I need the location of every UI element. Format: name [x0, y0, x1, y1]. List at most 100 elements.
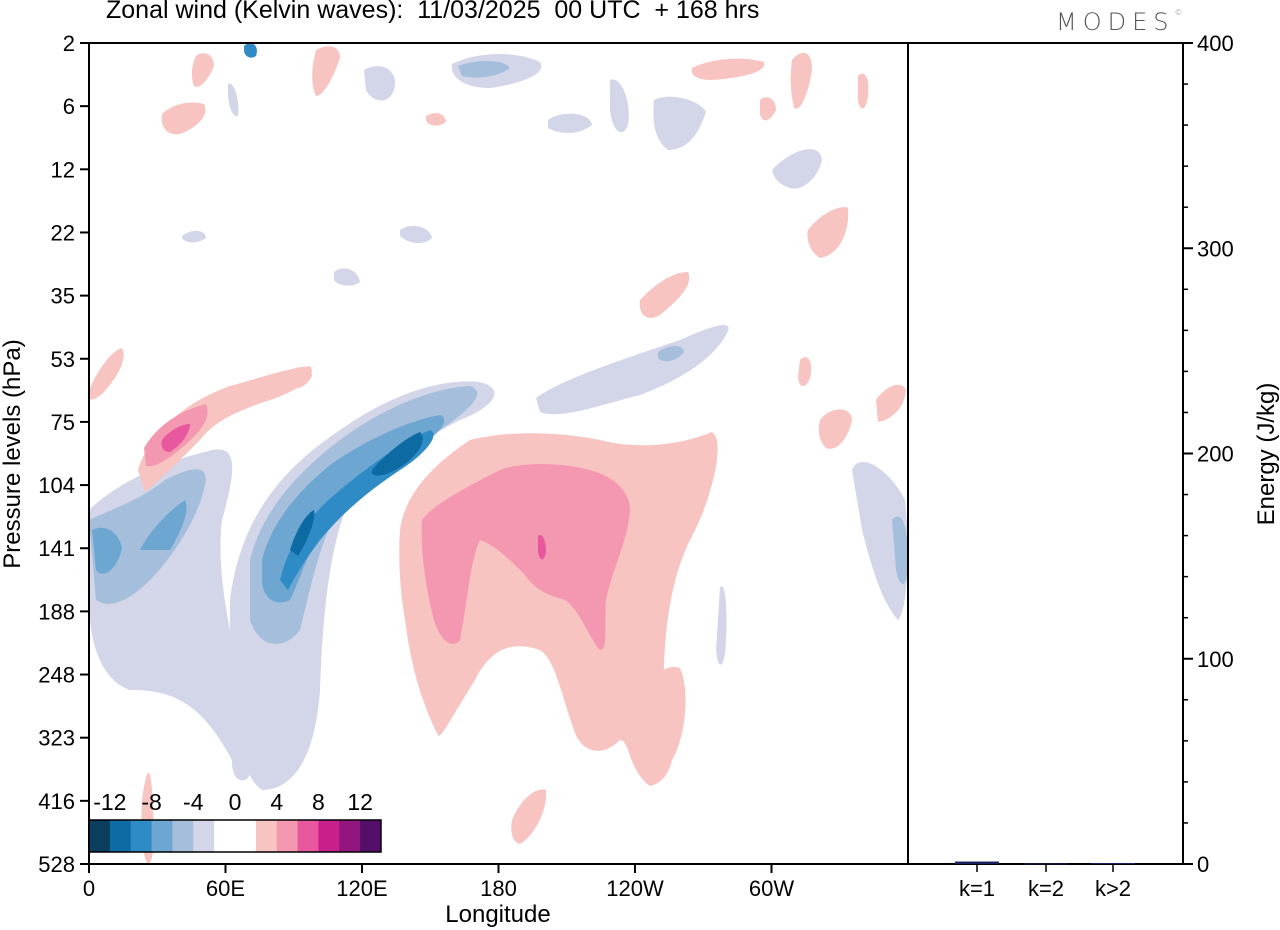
y-tick-label-12: 12 [51, 157, 75, 182]
y-tick-label-75: 75 [51, 410, 75, 435]
contour-region-25 [290, 510, 315, 556]
contour-region-47 [640, 666, 686, 767]
contour-region-13 [400, 225, 432, 244]
colorbar-swatch-5 [193, 820, 215, 852]
colorbar-swatch-10 [297, 820, 319, 852]
chart-title: Zonal wind (Kelvin waves): 11/03/2025 00… [106, 0, 760, 24]
contour-region-11 [228, 83, 239, 117]
y-tick-label-6: 6 [63, 94, 75, 119]
contour-region-12 [334, 268, 360, 286]
contour-region-34 [511, 789, 547, 844]
colorbar-label--12: -12 [93, 789, 126, 815]
y-tick-label-35: 35 [51, 284, 75, 309]
energy-tick-label-200: 200 [1197, 442, 1234, 467]
contour-region-40 [790, 52, 812, 109]
contour-region-22 [140, 500, 187, 550]
y-tick-label-104: 104 [38, 473, 75, 498]
colorbar-label-4: 4 [270, 789, 283, 815]
y-tick-label-323: 323 [38, 726, 75, 751]
contour-region-4 [716, 586, 727, 665]
contour-region-37 [312, 46, 340, 96]
contour-region-28 [138, 366, 312, 492]
y-axis-title: Pressure levels (hPa) [0, 339, 26, 568]
brand-logo: MODES© [1056, 8, 1183, 36]
colorbar-swatch-11 [318, 820, 340, 852]
contour-region-44 [288, 367, 312, 389]
energy-category-label-k=1: k=1 [959, 876, 995, 901]
energy-axis-title: Energy (J/kg) [1253, 383, 1280, 526]
colorbar-swatch-4 [172, 820, 194, 852]
y-tick-label-141: 141 [38, 536, 75, 561]
energy-bar-k=2 [1024, 863, 1068, 865]
energy-category-label-k>2: k>2 [1095, 876, 1131, 901]
contour-region-46 [620, 611, 634, 653]
colorbar-label--8: -8 [141, 789, 161, 815]
colorbar-swatch-13 [360, 820, 382, 852]
contour-region-41 [858, 73, 869, 109]
colorbar-frame [88, 819, 382, 853]
contour-region-32 [818, 409, 852, 449]
contour-region-6 [364, 66, 396, 101]
x-tick-label-120E: 120E [336, 876, 387, 901]
y-tick-label-53: 53 [51, 347, 75, 372]
contour-region-30 [639, 272, 690, 318]
contour-region-39 [161, 102, 206, 135]
wind-contour-field [89, 43, 908, 864]
contour-region-10 [548, 113, 592, 133]
contour-region-8 [653, 96, 706, 150]
colorbar-swatch-3 [151, 820, 173, 852]
energy-tick-label-0: 0 [1197, 852, 1209, 877]
energy-tick-label-300: 300 [1197, 236, 1234, 261]
colorbar-swatch-0 [89, 820, 111, 852]
colorbar-swatch-8 [255, 820, 278, 852]
energy-category-label-k=2: k=2 [1028, 876, 1064, 901]
y-tick-label-188: 188 [38, 599, 75, 624]
contour-region-24 [372, 432, 423, 476]
x-tick-label-60E: 60E [206, 876, 245, 901]
colorbar-swatch-6 [214, 820, 236, 852]
contour-region-18 [658, 346, 684, 362]
contour-region-42 [426, 113, 446, 126]
contour-region-20 [92, 527, 122, 574]
contour-region-29 [89, 348, 124, 400]
colorbar-label--4: -4 [183, 789, 204, 815]
energy-tick-label-400: 400 [1197, 31, 1234, 56]
contour-region-2 [536, 324, 729, 415]
contour-region-50 [161, 424, 190, 452]
colorbar-label-8: 8 [312, 789, 325, 815]
contour-region-33 [876, 384, 906, 422]
colorbar-label-0: 0 [229, 789, 242, 815]
contour-region-26 [244, 43, 257, 58]
colorbar-label-12: 12 [347, 789, 373, 815]
x-tick-label-60W: 60W [749, 876, 794, 901]
x-tick-label-0: 0 [83, 876, 95, 901]
energy-bar-k=1 [955, 861, 999, 864]
contour-region-36 [691, 58, 765, 80]
contour-region-9 [772, 149, 822, 189]
contour-region-38 [191, 53, 214, 87]
contour-region-19 [892, 516, 908, 584]
energy-bar-k>2 [1091, 862, 1135, 864]
y-tick-label-528: 528 [38, 852, 75, 877]
colorbar-swatch-2 [130, 820, 153, 852]
contour-region-15 [89, 469, 206, 604]
contour-region-31 [807, 207, 849, 258]
y-tick-label-416: 416 [38, 789, 75, 814]
contour-region-43 [760, 97, 776, 121]
x-tick-label-180: 180 [480, 876, 517, 901]
contour-region-51 [538, 534, 546, 560]
colorbar-swatch-7 [235, 820, 257, 852]
y-tick-label-248: 248 [38, 663, 75, 688]
x-tick-label-120W: 120W [606, 876, 664, 901]
contour-region-7 [610, 79, 629, 133]
energy-tick-label-100: 100 [1197, 647, 1234, 672]
contour-region-3 [852, 461, 908, 620]
energy-panel-frame [907, 42, 1184, 865]
contour-region-14 [182, 230, 206, 243]
colorbar-swatch-9 [276, 820, 299, 852]
y-tick-label-22: 22 [51, 220, 75, 245]
colorbar-swatch-1 [109, 820, 132, 852]
contour-region-48 [421, 464, 630, 650]
